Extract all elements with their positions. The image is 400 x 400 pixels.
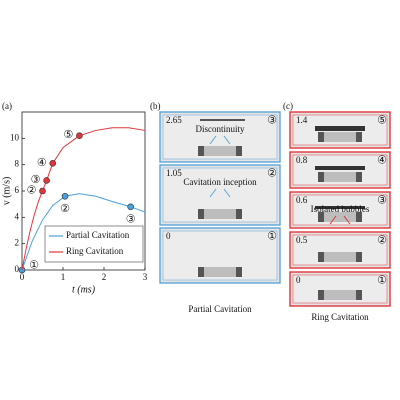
specimen-edge xyxy=(198,267,204,277)
y-tick-label: 0 xyxy=(15,264,20,274)
frame-stage: ④ xyxy=(377,155,387,167)
marker xyxy=(43,177,50,184)
specimen-edge xyxy=(356,172,362,182)
cavity xyxy=(315,166,365,170)
y-tick-label: 10 xyxy=(10,132,20,142)
series-line xyxy=(21,127,146,271)
arrow xyxy=(223,135,231,145)
frame-note: Discontinuity xyxy=(196,124,245,134)
marker xyxy=(61,192,69,200)
specimen-edge xyxy=(356,290,362,300)
specimen xyxy=(318,252,362,262)
series-line xyxy=(21,193,146,271)
specimen-edge xyxy=(236,209,242,219)
frame-stage: ① xyxy=(377,275,387,287)
specimen-edge xyxy=(318,172,324,182)
frame-time: 0 xyxy=(296,275,301,285)
frame-stage: ⑤ xyxy=(377,115,387,127)
frame-stage: ② xyxy=(377,235,387,247)
arrow xyxy=(209,135,217,145)
arrow xyxy=(223,188,231,198)
legend-box xyxy=(44,225,144,263)
specimen xyxy=(318,132,362,142)
arrow xyxy=(209,188,217,198)
legend-entry: Partial Cavitation xyxy=(66,230,130,240)
specimen xyxy=(318,172,362,182)
x-tick-label: 3 xyxy=(143,272,148,282)
panel-label: (b) xyxy=(150,101,161,111)
frame-time: 0.5 xyxy=(296,235,308,245)
specimen-edge xyxy=(356,132,362,142)
marker-label: ③ xyxy=(126,213,136,225)
specimen-edge xyxy=(318,212,324,222)
specimen-edge xyxy=(236,267,242,277)
specimen-edge xyxy=(236,146,242,156)
marker-label: ① xyxy=(29,260,39,272)
specimen-edge xyxy=(318,252,324,262)
specimen xyxy=(318,290,362,300)
marker-label: ② xyxy=(60,203,70,215)
panel-label: (a) xyxy=(2,101,12,111)
marker xyxy=(76,132,83,139)
marker xyxy=(49,160,57,167)
frame-time: 1.05 xyxy=(166,168,182,178)
frame-stage: ③ xyxy=(377,195,387,207)
specimen-edge xyxy=(318,290,324,300)
frame-time: 0.6 xyxy=(296,195,308,205)
frame-stage: ① xyxy=(267,231,277,243)
y-tick-label: 2 xyxy=(15,238,20,248)
frame-time: 0 xyxy=(166,231,171,241)
y-axis-label: v (m/s) xyxy=(1,177,12,206)
marker-label: ④ xyxy=(37,157,47,169)
specimen-edge xyxy=(198,209,204,219)
specimen-edge xyxy=(318,132,324,142)
arrow xyxy=(329,215,337,225)
y-tick-label: 4 xyxy=(15,211,20,221)
legend-entry: Ring Cavitation xyxy=(66,246,124,256)
frame-time: 0.8 xyxy=(296,155,308,165)
frame-stage: ② xyxy=(267,168,277,180)
cavity xyxy=(315,126,365,131)
marker-label: ③ xyxy=(31,174,41,186)
panel-caption: Ring Cavitation xyxy=(311,312,369,322)
panel-label: (c) xyxy=(283,101,293,111)
frame-time: 1.4 xyxy=(296,115,308,125)
x-tick-label: 0 xyxy=(20,272,25,282)
specimen xyxy=(198,209,242,219)
frame-time: 2.65 xyxy=(166,115,182,125)
x-tick-label: 1 xyxy=(61,272,66,282)
panel-caption: Partial Cavitation xyxy=(188,304,252,314)
frame-note: Isolated bubbles xyxy=(311,204,370,214)
marker-label: ⑤ xyxy=(63,129,73,141)
cavity xyxy=(315,206,365,209)
arrow xyxy=(343,215,351,225)
specimen-edge xyxy=(198,146,204,156)
marker-label: ② xyxy=(27,185,37,197)
y-tick-label: 6 xyxy=(15,185,20,195)
y-tick-label: 8 xyxy=(15,159,20,169)
specimen xyxy=(198,267,242,277)
x-tick-label: 2 xyxy=(102,272,107,282)
frame-note: Cavitation inception xyxy=(183,177,257,187)
specimen xyxy=(318,212,362,222)
specimen-edge xyxy=(356,212,362,222)
specimen-edge xyxy=(356,252,362,262)
x-axis-label: t (ms) xyxy=(72,284,96,295)
specimen xyxy=(198,146,242,156)
marker xyxy=(39,187,46,195)
marker xyxy=(127,203,134,211)
frame-stage: ③ xyxy=(267,115,277,127)
